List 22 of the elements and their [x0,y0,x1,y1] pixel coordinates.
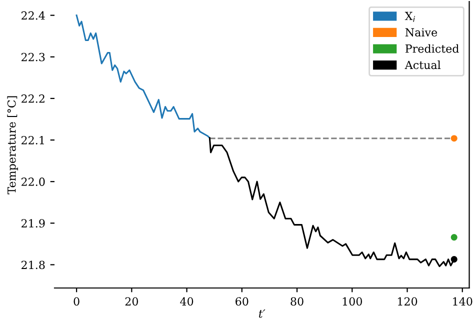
x-tick-label: 140 [453,297,472,306]
x-tick-label: 20 [125,297,138,306]
y-tick-label: 22.2 [21,94,44,103]
x-tick-label: 0 [74,297,80,306]
y-axis-title: Temperature [°C] [7,96,18,194]
y-tick-label: 22.4 [21,11,45,20]
x-tick-label: 80 [290,297,304,306]
x-tick-label: 40 [180,297,194,306]
x-tick-label: 120 [398,297,418,306]
y-tick-label: 22.0 [21,178,45,186]
x-axis-title: t′ [259,310,266,318]
legend-label: Actual [404,60,441,70]
legend-label: X$_{i}$ [404,12,415,22]
y-tick-label: 21.8 [21,260,45,270]
y-tick-label: 22.3 [21,52,45,62]
line-series [76,14,210,139]
legend-label: Naive [405,28,438,37]
y-tick-label: 21.9 [21,219,45,228]
legend-label: Predicted [405,44,459,53]
x-tick-label: 60 [236,297,248,306]
y-tick-label: 22.1 [21,136,44,144]
x-tick-label: 100 [342,297,362,306]
